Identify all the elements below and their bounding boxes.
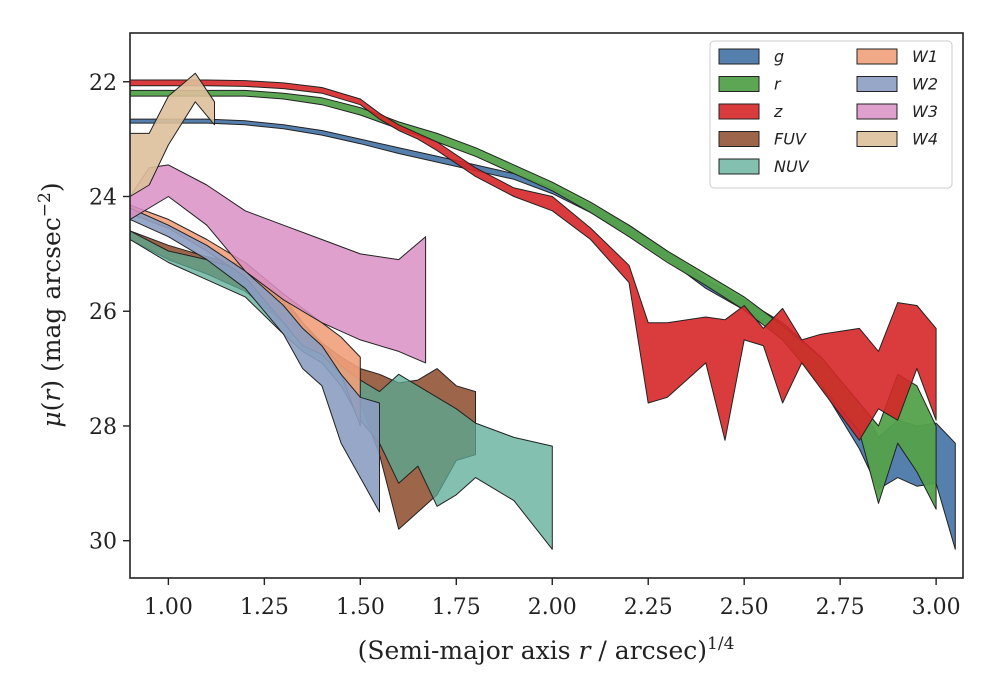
x-tick-label: 1.25	[240, 595, 289, 620]
x-tick-label: 2.75	[816, 595, 865, 620]
legend-label-nuv: NUV	[774, 157, 810, 176]
band-w2	[129, 207, 380, 513]
x-tick-label: 2.00	[528, 595, 577, 620]
band-w3	[129, 164, 427, 364]
x-tick-label: 2.25	[624, 595, 673, 620]
x-tick-label: 1.50	[336, 595, 385, 620]
legend-label-w3: W3	[912, 102, 938, 121]
y-tick-label: 30	[89, 530, 117, 555]
legend-swatch-w3	[856, 103, 898, 120]
legend-swatch-w4	[856, 131, 898, 147]
legend-swatch-r	[718, 76, 760, 92]
y-axis-label: μ(r) (mag arcsec−2)	[35, 182, 66, 427]
legend-label-r: r	[774, 75, 782, 94]
x-axis-label: (Semi-major axis r / arcsec)1/4	[358, 634, 735, 665]
band-w4	[129, 72, 215, 197]
legend-swatch-fuv	[718, 131, 760, 147]
x-axis-ticks: 1.00 1.25 1.50 1.75 2.00 2.25 2.50 2.75 3.00	[144, 578, 961, 620]
band-z	[129, 79, 937, 441]
legend-label-w1: W1	[912, 47, 938, 66]
x-tick-label: 3.00	[912, 595, 961, 620]
legend-swatch-nuv	[718, 158, 760, 175]
y-tick-label: 28	[89, 415, 117, 440]
legend-label-w2: W2	[912, 75, 938, 94]
y-axis-ticks: 22 24 26 28 30	[89, 71, 130, 555]
legend: grz FUV NUV W1 W2 W3 W4	[709, 40, 953, 189]
y-tick-label: 24	[89, 186, 117, 211]
legend-label-g: g	[774, 47, 784, 66]
x-tick-label: 1.00	[144, 595, 193, 620]
legend-swatch-w2	[856, 76, 898, 92]
x-tick-label: 1.75	[432, 595, 481, 620]
y-tick-label: 22	[89, 71, 117, 96]
y-tick-label: 26	[89, 300, 117, 325]
x-tick-label: 2.50	[720, 595, 769, 620]
chart-bands	[129, 72, 956, 550]
plot-frame	[129, 32, 964, 579]
legend-label-fuv: FUV	[774, 130, 807, 149]
legend-swatch-w1	[856, 48, 898, 65]
legend-label-w4: W4	[912, 130, 938, 149]
legend-label-z: z	[773, 102, 783, 121]
legend-swatch-g	[718, 48, 760, 65]
legend-swatch-z	[718, 103, 760, 120]
